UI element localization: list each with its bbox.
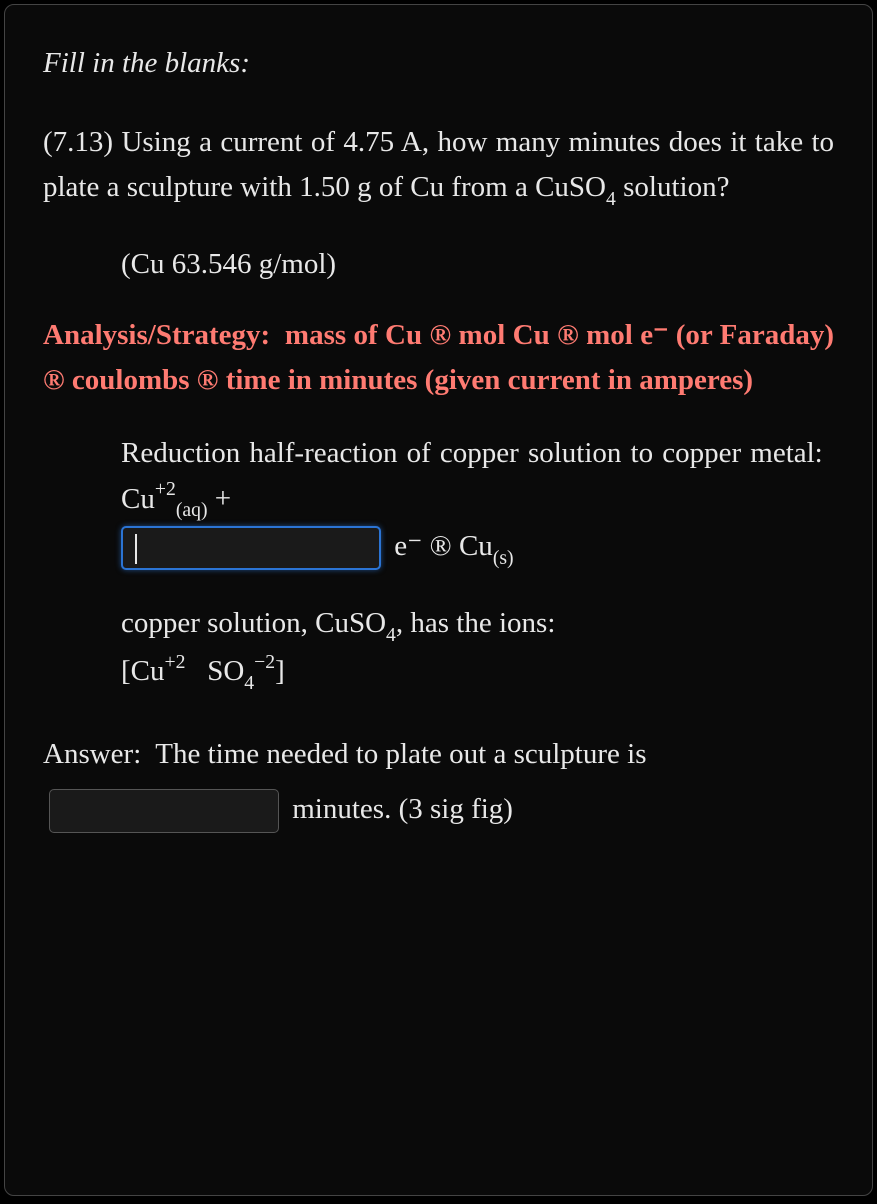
reduction-half-reaction: Reduction half-reaction of copper soluti… bbox=[121, 431, 830, 571]
text-cursor bbox=[135, 534, 137, 564]
question-number: (7.13) bbox=[43, 126, 113, 158]
answer-text-b: minutes. (3 sig fig) bbox=[292, 793, 513, 825]
question-text: (7.13) Using a current of 4.75 A, how ma… bbox=[43, 120, 834, 212]
answer-line: Answer: The time needed to plate out a s… bbox=[43, 727, 834, 837]
molar-mass-cu: (Cu 63.546 g/mol) bbox=[121, 242, 834, 287]
cu2-aq: Cu+2(aq) bbox=[121, 483, 215, 515]
minutes-input[interactable] bbox=[49, 789, 279, 833]
ions-line-a: copper solution, CuSO bbox=[121, 607, 386, 639]
strategy-label: Analysis/Strategy: bbox=[43, 319, 270, 351]
answer-label: Answer: bbox=[43, 738, 141, 770]
cuso4-subscript: 4 bbox=[606, 188, 616, 210]
fill-blanks-prompt: Fill in the blanks: bbox=[43, 41, 834, 86]
reduction-tail: e⁻ ® Cu(s) bbox=[394, 530, 513, 562]
ions-bracket: [Cu+2 SO4−2] bbox=[121, 655, 285, 687]
analysis-strategy: Analysis/Strategy: mass of Cu ® mol Cu ®… bbox=[43, 313, 834, 403]
question-card: Fill in the blanks: (7.13) Using a curre… bbox=[4, 4, 873, 1196]
reduction-intro: Reduction half-reaction of copper soluti… bbox=[121, 437, 823, 469]
electrons-input[interactable] bbox=[121, 526, 381, 570]
plus-sign: + bbox=[215, 483, 231, 515]
answer-text-a: The time needed to plate out a sculpture… bbox=[155, 738, 646, 770]
ions-block: copper solution, CuSO4, has the ions: [C… bbox=[121, 601, 830, 696]
question-body-after: solution? bbox=[616, 171, 730, 203]
